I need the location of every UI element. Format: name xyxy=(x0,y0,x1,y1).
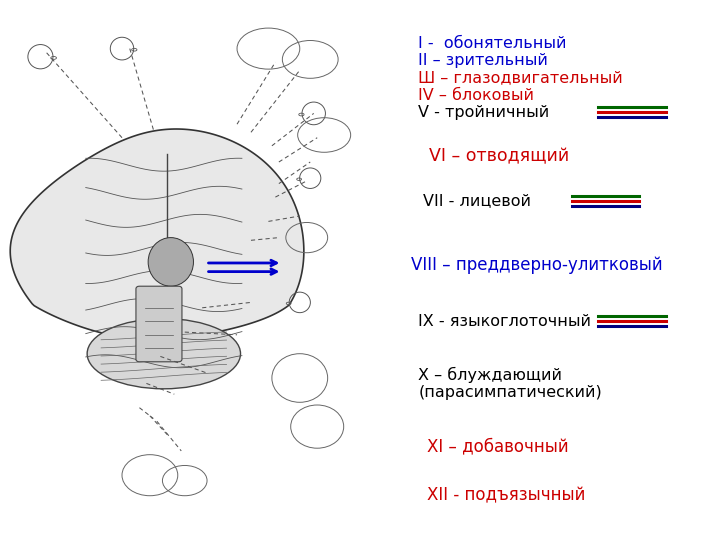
Text: X – блуждающий: X – блуждающий xyxy=(418,367,562,383)
Text: VIII – преддверно-улитковый: VIII – преддверно-улитковый xyxy=(411,255,663,274)
FancyBboxPatch shape xyxy=(136,286,182,362)
Text: IV – блоковый: IV – блоковый xyxy=(418,87,534,103)
Ellipse shape xyxy=(148,238,194,286)
Text: (парасимпатический): (парасимпатический) xyxy=(418,385,602,400)
Text: V - тройничный: V - тройничный xyxy=(418,105,549,120)
Text: II – зрительный: II – зрительный xyxy=(418,53,548,68)
Text: Ш – глазодвигательный: Ш – глазодвигательный xyxy=(418,70,623,85)
Polygon shape xyxy=(10,129,304,339)
Text: VII - лицевой: VII - лицевой xyxy=(423,193,531,208)
Text: VI – отводящий: VI – отводящий xyxy=(428,147,569,166)
Text: I -  обонятельный: I - обонятельный xyxy=(418,36,567,51)
Text: XI – добавочный: XI – добавочный xyxy=(428,437,569,456)
Text: XII - подъязычный: XII - подъязычный xyxy=(428,487,586,505)
Ellipse shape xyxy=(87,319,240,389)
Text: IX - языкоглоточный: IX - языкоглоточный xyxy=(418,314,591,329)
